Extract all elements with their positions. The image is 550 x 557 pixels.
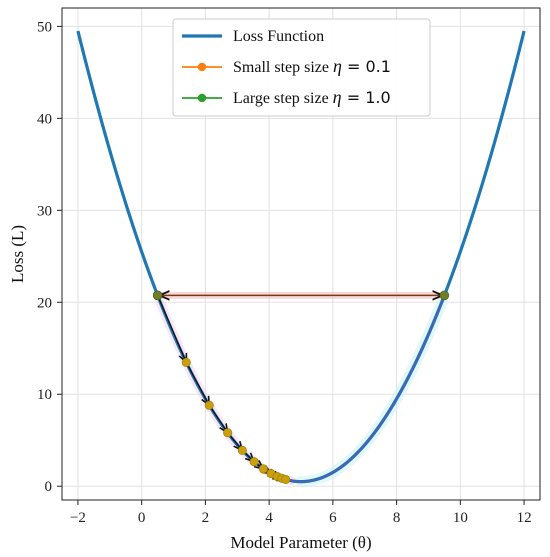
small-step-arrow [208, 404, 227, 432]
legend-label-value: = 0.1 [342, 57, 391, 76]
y-tick-label: 20 [37, 295, 52, 311]
x-tick-label: 12 [517, 510, 532, 526]
legend-marker [197, 62, 207, 72]
x-axis-label: Model Parameter (θ) [230, 533, 371, 552]
legend-label: Small step size η = 0.1 [233, 56, 391, 76]
legend-label-prefix: Small step size [233, 59, 333, 76]
small-step-point [181, 357, 191, 367]
axes-frame [57, 7, 541, 505]
x-tick-label: 2 [202, 510, 210, 526]
legend-label: Loss Function [233, 28, 324, 45]
legend-label-eta: η [333, 56, 342, 76]
series-layer [76, 30, 526, 484]
y-tick-label: 50 [37, 19, 52, 35]
y-tick-label: 10 [37, 387, 52, 403]
x-tick-label: 10 [453, 510, 468, 526]
legend-label-prefix: Loss Function [233, 28, 324, 45]
x-tick-label: 0 [138, 510, 146, 526]
x-tick-label: 4 [265, 510, 273, 526]
large-step-point [152, 290, 163, 301]
y-tick-label: 40 [37, 111, 52, 127]
step-points [152, 290, 450, 484]
legend-label-prefix: Large step size [233, 90, 333, 107]
loss-curve-tint [287, 294, 446, 484]
legend-label-eta: η [333, 87, 342, 107]
legend-label: Large step size η = 1.0 [233, 87, 391, 107]
small-step-point [223, 428, 233, 438]
y-axis-label: Loss (L) [8, 225, 27, 283]
legend: Loss Function Small step size η = 0.1 Larg… [172, 18, 431, 117]
y-tick-label: 0 [45, 479, 53, 495]
x-tick-label: 6 [329, 510, 337, 526]
small-step-point [281, 474, 291, 484]
legend-label-value: = 1.0 [342, 88, 391, 107]
small-step-point [258, 464, 268, 474]
x-tick-label: 8 [393, 510, 401, 526]
y-tick-label: 30 [37, 203, 52, 219]
large-step-point [439, 290, 450, 301]
legend-marker [197, 93, 207, 103]
legend-box [172, 18, 431, 117]
small-step-arrow [185, 362, 209, 405]
tick-labels: −2 0 2 4 6 8 10 12 0 10 20 30 40 50 [37, 19, 532, 526]
curve-glow-right [295, 289, 450, 488]
plot-frame [61, 7, 541, 501]
curve-glow-left [153, 290, 296, 486]
small-step-arrow [156, 295, 187, 362]
small-step-point [204, 400, 214, 410]
small-step-point [249, 457, 259, 467]
x-tick-label: −2 [70, 510, 86, 526]
small-step-point [237, 445, 247, 455]
